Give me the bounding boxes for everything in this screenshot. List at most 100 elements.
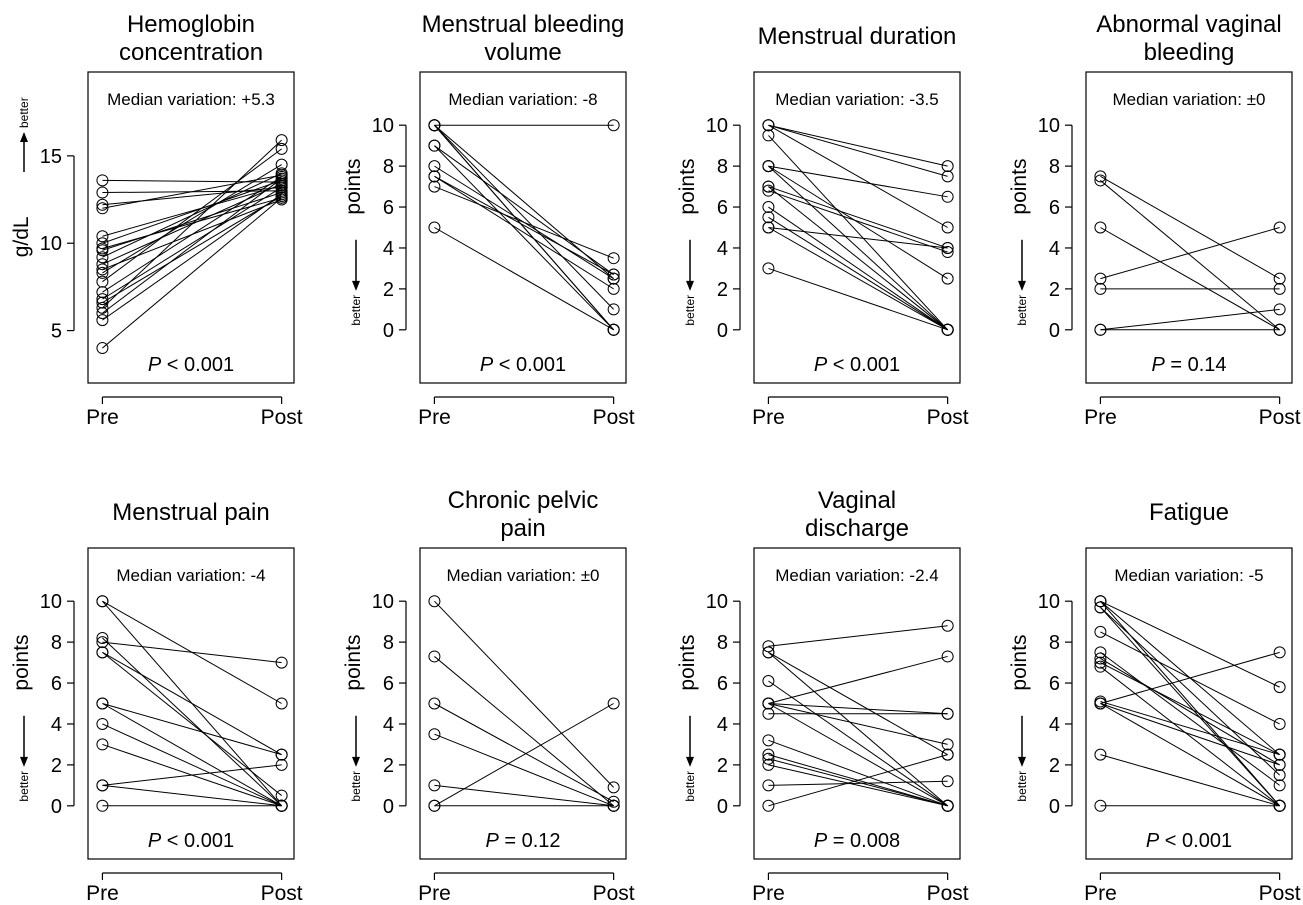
pre-point: [762, 262, 775, 275]
post-point: [941, 799, 954, 812]
pre-point: [762, 758, 775, 771]
panel-title: Fatigue: [1149, 499, 1229, 526]
pair-line: [768, 216, 948, 331]
y-tick-label: 2: [717, 755, 728, 777]
x-tick-label: Pre: [752, 882, 785, 905]
post-point: [607, 252, 620, 265]
y-axis-label: points: [342, 159, 365, 215]
post-point: [941, 160, 954, 173]
pair-line: [1100, 754, 1280, 807]
y-tick-label: 0: [383, 796, 394, 818]
pair-line: [1100, 658, 1280, 766]
pre-point: [762, 180, 775, 193]
post-point: [1273, 758, 1286, 771]
pair-line: [102, 176, 282, 293]
pre-point: [96, 717, 109, 730]
panel-8: Fatigue 0 2 4 6 8 10 Pre Post points better Median …: [1008, 499, 1301, 905]
pair-line: [102, 651, 282, 796]
pre-point: [1094, 221, 1107, 234]
pair-line: [1100, 180, 1280, 331]
better-label: better: [17, 97, 31, 128]
y-tick-label: 8: [717, 156, 728, 178]
pair-line: [1100, 607, 1281, 807]
y-tick-label: 10: [706, 115, 728, 137]
y-tick-label: 8: [51, 632, 62, 654]
p-value-label: P < 0.001: [814, 354, 900, 376]
pre-point: [1094, 174, 1107, 187]
median-variation-label: Median variation: ±0: [1113, 90, 1266, 109]
plot-frame: [1085, 71, 1293, 384]
p-value-text: = 0.12: [499, 830, 561, 852]
better-arrow-head: [686, 756, 694, 767]
pre-point: [428, 595, 441, 608]
pair-line: [102, 192, 282, 251]
pair-line: [434, 175, 614, 290]
y-tick-label: 4: [1049, 714, 1060, 736]
y-axis-label: points: [1008, 635, 1031, 691]
pre-point: [428, 119, 441, 132]
post-point: [941, 619, 954, 632]
pre-point: [96, 646, 109, 659]
y-tick-label: 10: [40, 233, 62, 255]
post-point: [941, 323, 954, 336]
pair-line: [102, 197, 282, 249]
panel-title-line: Chronic pelvic: [448, 487, 599, 514]
pre-point: [1094, 660, 1107, 673]
median-variation-label: Median variation: -4: [116, 566, 265, 585]
x-tick-label: Pre: [86, 882, 119, 905]
pre-point: [96, 202, 109, 215]
pre-point: [428, 160, 441, 173]
p-value-label: P = 0.12: [485, 830, 560, 852]
pair-line: [434, 186, 614, 259]
y-tick-label: 0: [717, 320, 728, 342]
post-point: [1273, 748, 1286, 761]
pre-point: [428, 180, 441, 193]
pair-line: [768, 124, 948, 228]
better-label: better: [349, 295, 363, 326]
pre-point: [96, 738, 109, 751]
p-value-text: < 0.001: [161, 354, 234, 376]
post-point: [941, 775, 954, 788]
pair-line: [768, 124, 948, 177]
pair-line: [1100, 700, 1280, 756]
y-tick-label: 2: [1049, 279, 1060, 301]
p-value-label: P < 0.001: [480, 354, 566, 376]
pre-point: [96, 266, 109, 279]
pre-point: [762, 129, 775, 142]
median-variation-label: Median variation: +5.3: [107, 90, 275, 109]
panel-5: Menstrual pain 0 2 4 6 8 10 Pre Post points better…: [10, 499, 303, 905]
pair-line: [768, 680, 948, 807]
panel-title: Menstrual duration: [758, 23, 957, 50]
pair-line: [768, 186, 948, 249]
pair-line: [102, 641, 282, 664]
better-label: better: [683, 771, 697, 802]
y-tick-label: 10: [372, 115, 394, 137]
y-tick-label: 10: [372, 591, 394, 613]
post-point: [607, 268, 620, 281]
pair-line: [768, 186, 948, 331]
y-tick-label: 2: [1049, 755, 1060, 777]
pair-line: [434, 124, 615, 331]
pre-point: [1094, 601, 1107, 614]
y-tick-label: 0: [717, 796, 728, 818]
pair-line: [102, 723, 282, 807]
pair-line: [768, 124, 948, 167]
y-tick-label: 6: [51, 673, 62, 695]
pair-line: [768, 165, 948, 280]
pre-point: [96, 632, 109, 645]
y-tick-label: 4: [51, 714, 62, 736]
pre-point: [96, 314, 109, 327]
post-point: [941, 190, 954, 203]
post-point: [941, 170, 954, 183]
pair-line: [102, 193, 282, 321]
pair-line: [1100, 600, 1280, 688]
post-point: [275, 134, 288, 147]
post-point: [1273, 799, 1286, 812]
pair-line: [1100, 703, 1280, 807]
post-point: [275, 142, 288, 155]
panel-3: Menstrual duration 0 2 4 6 8 10 Pre Post points be…: [676, 23, 969, 429]
